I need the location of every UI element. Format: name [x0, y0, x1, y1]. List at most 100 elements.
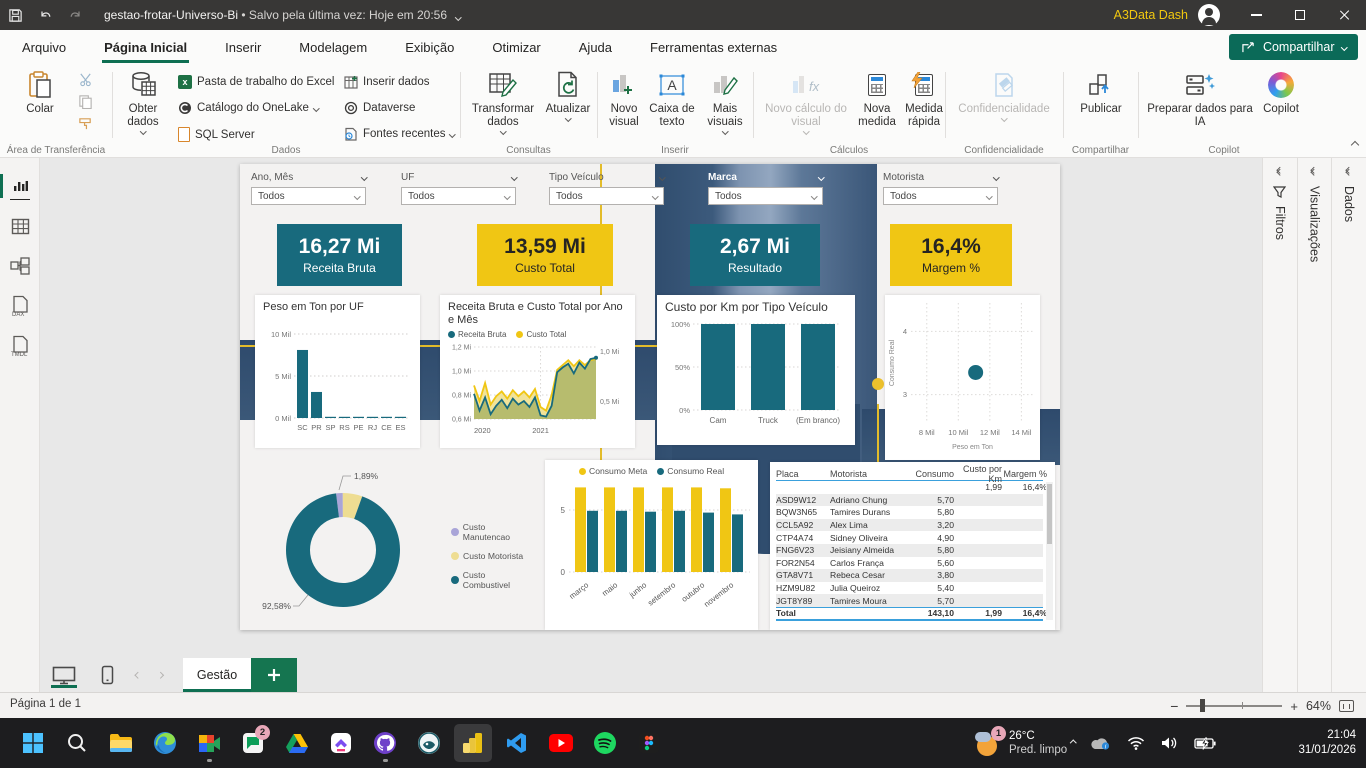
- slicer-dropdown[interactable]: Todos: [708, 187, 823, 205]
- chevron-down-icon[interactable]: [659, 174, 665, 180]
- table-row[interactable]: FOR2N54Carlos França5,60: [776, 557, 1043, 570]
- prev-page-arrow[interactable]: [127, 658, 149, 692]
- minimize-button[interactable]: [1234, 0, 1278, 30]
- more-visuals-button[interactable]: Mais visuais: [700, 70, 750, 134]
- title-chevron-down-icon[interactable]: [455, 14, 461, 20]
- table-row[interactable]: CTP4A74Sidney Oliveira4,90: [776, 531, 1043, 544]
- format-painter-icon[interactable]: [78, 116, 93, 131]
- column-header[interactable]: Consumo: [914, 469, 954, 479]
- menu-exibicao[interactable]: Exibição: [403, 33, 456, 62]
- tray-expand-icon[interactable]: [1070, 740, 1076, 746]
- circle-app-icon[interactable]: [410, 724, 448, 762]
- chevron-down-icon[interactable]: [818, 174, 824, 180]
- search-icon[interactable]: [58, 724, 96, 762]
- start-button-icon[interactable]: [14, 724, 52, 762]
- slicer-uf[interactable]: UFTodos: [401, 171, 516, 205]
- table-row[interactable]: BQW3N65Tamires Durans5,80: [776, 506, 1043, 519]
- publish-button[interactable]: Publicar: [1072, 70, 1130, 116]
- excel-workbook-item[interactable]: x Pasta de trabalho do Excel: [178, 75, 334, 89]
- google-chat-icon[interactable]: 2: [234, 724, 272, 762]
- google-meet-icon[interactable]: [190, 724, 228, 762]
- onelake-catalog-item[interactable]: Catálogo do OneLake: [178, 101, 318, 115]
- menu-inserir[interactable]: Inserir: [223, 33, 263, 62]
- sql-server-item[interactable]: SQL Server: [178, 127, 255, 142]
- table-row[interactable]: HZM9U82Julia Queiroz5,40: [776, 582, 1043, 595]
- refresh-button[interactable]: Atualizar: [540, 70, 596, 121]
- share-button[interactable]: Compartilhar: [1229, 34, 1358, 60]
- table-row[interactable]: CCL5A92Alex Lima3,20: [776, 519, 1043, 532]
- menu-otimizar[interactable]: Otimizar: [490, 33, 542, 62]
- chevron-down-icon[interactable]: [652, 193, 658, 199]
- kpi-card-receita-bruta[interactable]: 16,27 MiReceita Bruta: [277, 224, 402, 286]
- zoom-slider[interactable]: [1186, 705, 1282, 707]
- avatar[interactable]: [1198, 4, 1220, 26]
- table-row[interactable]: 1,9916,4%: [776, 481, 1043, 494]
- github-icon[interactable]: [366, 724, 404, 762]
- onedrive-icon[interactable]: i: [1091, 736, 1111, 750]
- google-drive-icon[interactable]: [278, 724, 316, 762]
- menu-ajuda[interactable]: Ajuda: [577, 33, 614, 62]
- visual-custo-por-km-tipo-veiculo[interactable]: Custo por Km por Tipo Veículo 100%50%0%C…: [657, 295, 855, 445]
- table-row[interactable]: ASD9W12Adriano Chung5,70: [776, 494, 1043, 507]
- save-icon[interactable]: [0, 0, 30, 30]
- visual-consumo-meta-real[interactable]: Consumo Meta Consumo Real 50marçomaiojun…: [545, 460, 758, 630]
- chevron-down-icon[interactable]: [361, 174, 367, 180]
- slicer-dropdown[interactable]: Todos: [401, 187, 516, 205]
- menu-ferramentas-externas[interactable]: Ferramentas externas: [648, 33, 779, 62]
- zoom-out-button[interactable]: −: [1170, 698, 1178, 714]
- filters-panel-collapsed[interactable]: Filtros: [1262, 158, 1297, 692]
- redo-icon[interactable]: [60, 0, 90, 30]
- slicer-ano-m-s[interactable]: Ano, MêsTodos: [251, 171, 366, 205]
- ribbon-collapse-icon[interactable]: [1351, 141, 1359, 149]
- paste-button[interactable]: Colar: [16, 70, 64, 116]
- kpi-card-custo-total[interactable]: 13,59 MiCusto Total: [477, 224, 613, 286]
- recent-sources-item[interactable]: Fontes recentes: [344, 127, 455, 141]
- chevron-down-icon[interactable]: [993, 174, 999, 180]
- page-tab-gestao[interactable]: Gestão: [183, 658, 251, 692]
- expand-filters-icon[interactable]: [1278, 168, 1283, 174]
- table-row[interactable]: GTA8V71Rebeca Cesar3,80: [776, 569, 1043, 582]
- chevron-down-icon[interactable]: [986, 193, 992, 199]
- kpi-card-resultado[interactable]: 2,67 MiResultado: [690, 224, 820, 286]
- column-header[interactable]: Motorista: [830, 469, 914, 479]
- quick-measure-button[interactable]: Medida rápida: [900, 70, 948, 129]
- slicer-motorista[interactable]: MotoristaTodos: [883, 171, 998, 205]
- visual-table-motoristas[interactable]: PlacaMotoristaConsumoCusto por KmMargem …: [770, 462, 1055, 630]
- chevron-down-icon[interactable]: [511, 174, 517, 180]
- expand-data-icon[interactable]: [1347, 168, 1352, 174]
- tmdl-view-button[interactable]: TMDL: [0, 326, 40, 366]
- volume-icon[interactable]: [1161, 736, 1178, 750]
- transform-data-button[interactable]: Transformar dados: [468, 70, 538, 134]
- menu-pagina-inicial[interactable]: Página Inicial: [102, 33, 189, 62]
- column-header[interactable]: Custo por Km: [954, 464, 1002, 484]
- chevron-down-icon[interactable]: [354, 193, 360, 199]
- visual-peso-em-ton-por-uf[interactable]: Peso em Ton por UF 10 Mil5 Mil0 MilSCPRS…: [255, 295, 420, 448]
- chevron-down-icon[interactable]: [811, 193, 817, 199]
- vscode-icon[interactable]: [498, 724, 536, 762]
- copy-icon[interactable]: [78, 94, 93, 109]
- table-scrollbar[interactable]: [1046, 482, 1053, 620]
- text-box-button[interactable]: A Caixa de texto: [648, 70, 696, 129]
- cut-icon[interactable]: [78, 72, 93, 87]
- desktop-view-button[interactable]: [41, 658, 87, 692]
- add-page-button[interactable]: [251, 658, 297, 692]
- slicer-dropdown[interactable]: Todos: [251, 187, 366, 205]
- account-name[interactable]: A3Data Dash: [1114, 8, 1188, 22]
- menu-modelagem[interactable]: Modelagem: [297, 33, 369, 62]
- slicer-tipo-ve-culo[interactable]: Tipo VeículoTodos: [549, 171, 664, 205]
- clickup-icon[interactable]: [322, 724, 360, 762]
- chevron-down-icon[interactable]: [504, 193, 510, 199]
- kpi-card-margem-[interactable]: 16,4%Margem %: [890, 224, 1012, 286]
- copilot-button[interactable]: Copilot: [1258, 70, 1304, 116]
- slicer-dropdown[interactable]: Todos: [883, 187, 998, 205]
- enter-data-item[interactable]: Inserir dados: [344, 75, 429, 89]
- taskbar-weather[interactable]: 1 26°C Pred. limpo: [975, 724, 1067, 762]
- zoom-slider-handle[interactable]: [1200, 699, 1205, 712]
- next-page-arrow[interactable]: [149, 658, 171, 692]
- data-panel-collapsed[interactable]: Dados: [1331, 158, 1366, 692]
- expand-visualizations-icon[interactable]: [1312, 168, 1317, 174]
- report-view-button[interactable]: [0, 166, 40, 206]
- visual-scatter-consumo-peso[interactable]: 8 Mil10 Mil12 Mil14 Mil43Consumo RealPes…: [885, 295, 1040, 460]
- column-header[interactable]: Placa: [776, 469, 830, 479]
- edge-browser-icon[interactable]: [146, 724, 184, 762]
